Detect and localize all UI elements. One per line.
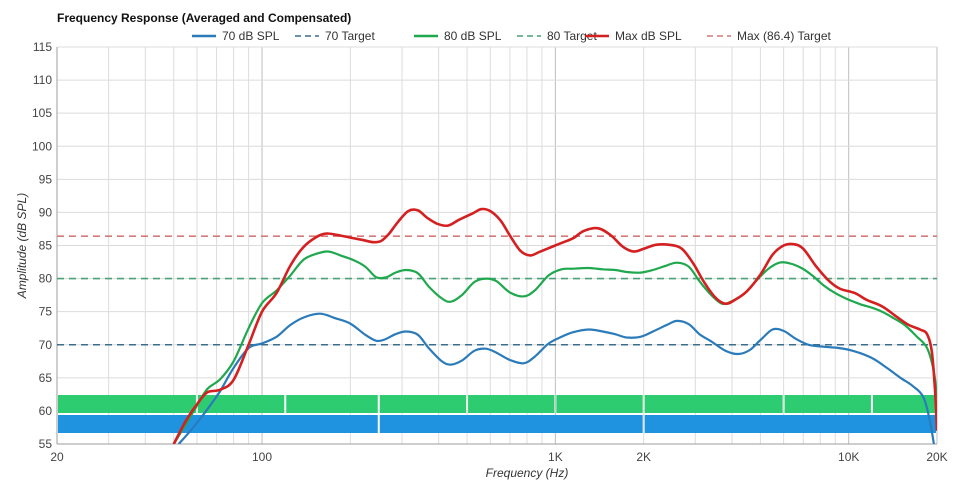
x-tick-label: 2K [636,450,651,464]
band-top [286,395,378,413]
grid-lines [56,46,938,445]
band-bottom [379,415,643,433]
y-tick-label: 95 [39,172,53,186]
chart-title: Frequency Response (Averaged and Compens… [57,11,352,25]
y-tick-label: 55 [39,437,53,451]
band-top [872,395,936,413]
y-tick-label: 90 [39,205,53,219]
y-tick-label: 75 [39,305,53,319]
x-tick-label: 20K [926,450,947,464]
band-top [197,395,285,413]
legend-label: 80 dB SPL [444,29,502,43]
y-tick-label: 105 [32,106,52,120]
legend-label: 80 Target [547,29,597,43]
y-tick-label: 115 [33,40,52,54]
band-top [58,395,196,413]
y-tick-label: 80 [39,272,53,286]
y-tick-label: 70 [39,338,53,352]
y-tick-label: 100 [32,139,52,153]
series-line [172,207,937,444]
legend-label: 70 dB SPL [222,29,280,43]
legend-label: Max (86.4) Target [737,29,831,43]
legend-label: Max dB SPL [615,29,682,43]
band-top [468,395,555,413]
band-top [784,395,871,413]
band-bottom [58,415,378,433]
x-axis-title: Frequency (Hz) [486,466,569,480]
band-top [379,395,467,413]
y-axis-title: Amplitude (dB SPL) [15,193,29,299]
y-tick-label: 110 [33,73,52,87]
legend: 70 dB SPL 70 Target 80 dB SPL 80 Target Max … [192,29,831,43]
y-tick-label: 85 [39,239,53,253]
y-tick-label: 60 [39,404,53,418]
series-line [177,312,936,444]
x-tick-label: 20 [50,450,64,464]
x-tick-label: 10K [838,450,859,464]
band-top [556,395,643,413]
legend-label: 70 Target [325,29,375,43]
band-top [644,395,783,413]
y-tick-label: 65 [39,371,53,385]
series-line [172,250,937,444]
x-tick-label: 100 [252,450,272,464]
x-tick-label: 1K [548,450,563,464]
band-bottom [644,415,936,433]
